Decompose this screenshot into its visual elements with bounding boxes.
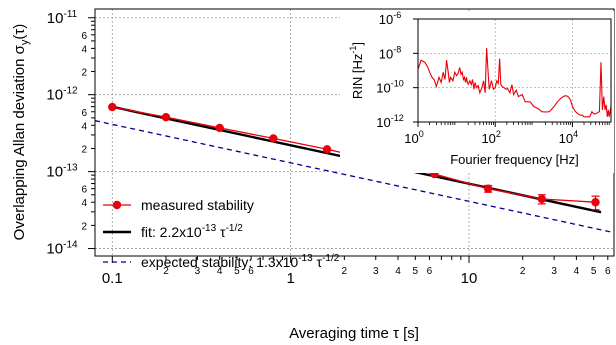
- x-tick-label: 10: [461, 270, 478, 287]
- y-tick-label: 10-13: [46, 163, 78, 181]
- legend-swatch-measured-marker: [113, 201, 121, 209]
- y-tick-label: 10-14: [46, 240, 78, 258]
- x-axis-label: Averaging time τ [s]: [289, 325, 419, 342]
- measured-point: [323, 145, 331, 153]
- y-minor-tick-label: 4: [81, 198, 87, 209]
- x-minor-tick-label: 6: [605, 266, 611, 277]
- y-tick-label: 10-11: [47, 9, 78, 27]
- y-minor-tick-label: 6: [81, 31, 87, 42]
- x-minor-tick-label: 3: [551, 266, 557, 277]
- legend-label-measured: measured stability: [141, 197, 254, 213]
- svg-text:Overlapping Allan deviation σy: Overlapping Allan deviation σy(τ): [11, 24, 31, 241]
- y-minor-tick-label: 4: [81, 121, 87, 132]
- measured-point: [215, 124, 223, 132]
- y-minor-tick-label: 2: [81, 221, 87, 232]
- legend-label-expected: expected stability: 1.3x10-13 τ-1/2: [141, 253, 340, 270]
- y-minor-tick-label: 2: [81, 144, 87, 155]
- y-minor-tick-label: 2: [81, 68, 87, 79]
- x-minor-tick-label: 6: [427, 266, 433, 277]
- measured-point: [484, 184, 492, 192]
- measured-point: [108, 103, 116, 111]
- y-minor-tick-label: 4: [81, 44, 87, 55]
- legend: measured stability fit: 2.2x10-13 τ-1/2 ex…: [103, 197, 340, 270]
- y-axis-label: Overlapping Allan deviation σy(τ): [11, 24, 31, 241]
- x-minor-tick-label: 3: [373, 266, 379, 277]
- measured-point: [269, 134, 277, 142]
- measured-point: [591, 198, 599, 206]
- legend-label-fit: fit: 2.2x10-13 τ-1/2: [141, 223, 243, 240]
- x-minor-tick-label: 2: [520, 266, 526, 277]
- y-tick-label: 10-12: [46, 86, 78, 104]
- x-tick-label: 1: [286, 270, 294, 287]
- x-minor-tick-label: 5: [591, 266, 597, 277]
- y-minor-tick-label: 6: [81, 108, 87, 119]
- y-minor-tick-label: 6: [81, 185, 87, 196]
- inset-x-axis-label: Fourier frequency [Hz]: [450, 152, 579, 167]
- x-minor-tick-label: 5: [413, 266, 419, 277]
- x-minor-tick-label: 4: [395, 266, 401, 277]
- x-minor-tick-label: 4: [574, 266, 580, 277]
- x-tick-label: 0.1: [102, 270, 123, 287]
- measured-point: [162, 113, 170, 121]
- x-minor-tick-label: 2: [342, 266, 348, 277]
- measured-point: [538, 195, 546, 203]
